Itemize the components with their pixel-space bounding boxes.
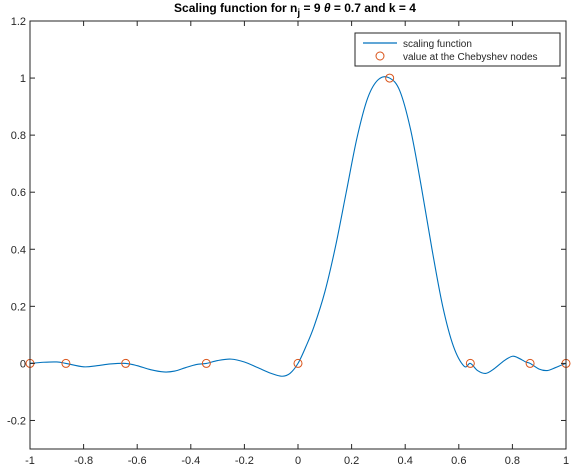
series-line-scaling-function xyxy=(29,76,567,377)
x-tick-label: -0.2 xyxy=(235,455,254,467)
chebyshev-node-marker xyxy=(293,358,303,368)
x-tick-label: 1 xyxy=(563,455,569,467)
chart-title-subscript: j xyxy=(296,8,300,19)
y-tick-label: 0.6 xyxy=(11,187,26,199)
legend: scaling function value at the Chebyshev … xyxy=(354,32,561,67)
x-tick-label: -0.6 xyxy=(128,455,147,467)
chebyshev-node-marker xyxy=(61,358,71,368)
axis-ticks: -1 -0.8 -0.6 -0.4 -0.2 0 0.2 0.4 0.6 0.8 1 -0.2 0 0.2… xyxy=(7,16,569,467)
x-tick-label: 0.8 xyxy=(505,455,520,467)
plot-box xyxy=(29,20,567,450)
chart-title-mid: = 9 xyxy=(300,1,324,15)
x-tick-label: 0 xyxy=(295,455,301,467)
y-tick-label: 0.2 xyxy=(11,301,26,313)
x-tick-label: -1 xyxy=(25,455,35,467)
y-tick-label: 0.8 xyxy=(11,130,26,142)
x-tick-label: -0.8 xyxy=(74,455,93,467)
legend-label-chebyshev-nodes: value at the Chebyshev nodes xyxy=(403,52,538,63)
chart-title: Scaling function for nj = 9 θ = 0.7 and … xyxy=(174,1,416,19)
chart-title-prefix: Scaling function for n xyxy=(174,1,297,15)
legend-label-scaling-function: scaling function xyxy=(403,39,472,50)
x-tick-label: -0.4 xyxy=(181,455,200,467)
y-tick-label: -0.2 xyxy=(7,415,26,427)
y-tick-label: 1 xyxy=(20,73,26,85)
legend-marker-swatch xyxy=(375,51,385,61)
chebyshev-node-marker xyxy=(201,358,211,368)
chart-title-suffix: = 0.7 and k = 4 xyxy=(331,1,417,15)
x-tick-label: 0.6 xyxy=(451,455,466,467)
chart-title-theta: θ xyxy=(324,1,331,15)
chebyshev-node-marker xyxy=(465,358,475,368)
chebyshev-node-marker xyxy=(121,358,131,368)
legend-box xyxy=(354,32,561,67)
x-tick-label: 0.4 xyxy=(398,455,413,467)
chebyshev-node-marker xyxy=(385,73,395,83)
x-tick-label: 0.2 xyxy=(344,455,359,467)
y-tick-label: 1.2 xyxy=(11,16,26,28)
plot-area xyxy=(25,73,571,377)
y-tick-label: 0 xyxy=(20,358,26,370)
chebyshev-node-marker xyxy=(525,358,535,368)
y-tick-label: 0.4 xyxy=(11,244,26,256)
